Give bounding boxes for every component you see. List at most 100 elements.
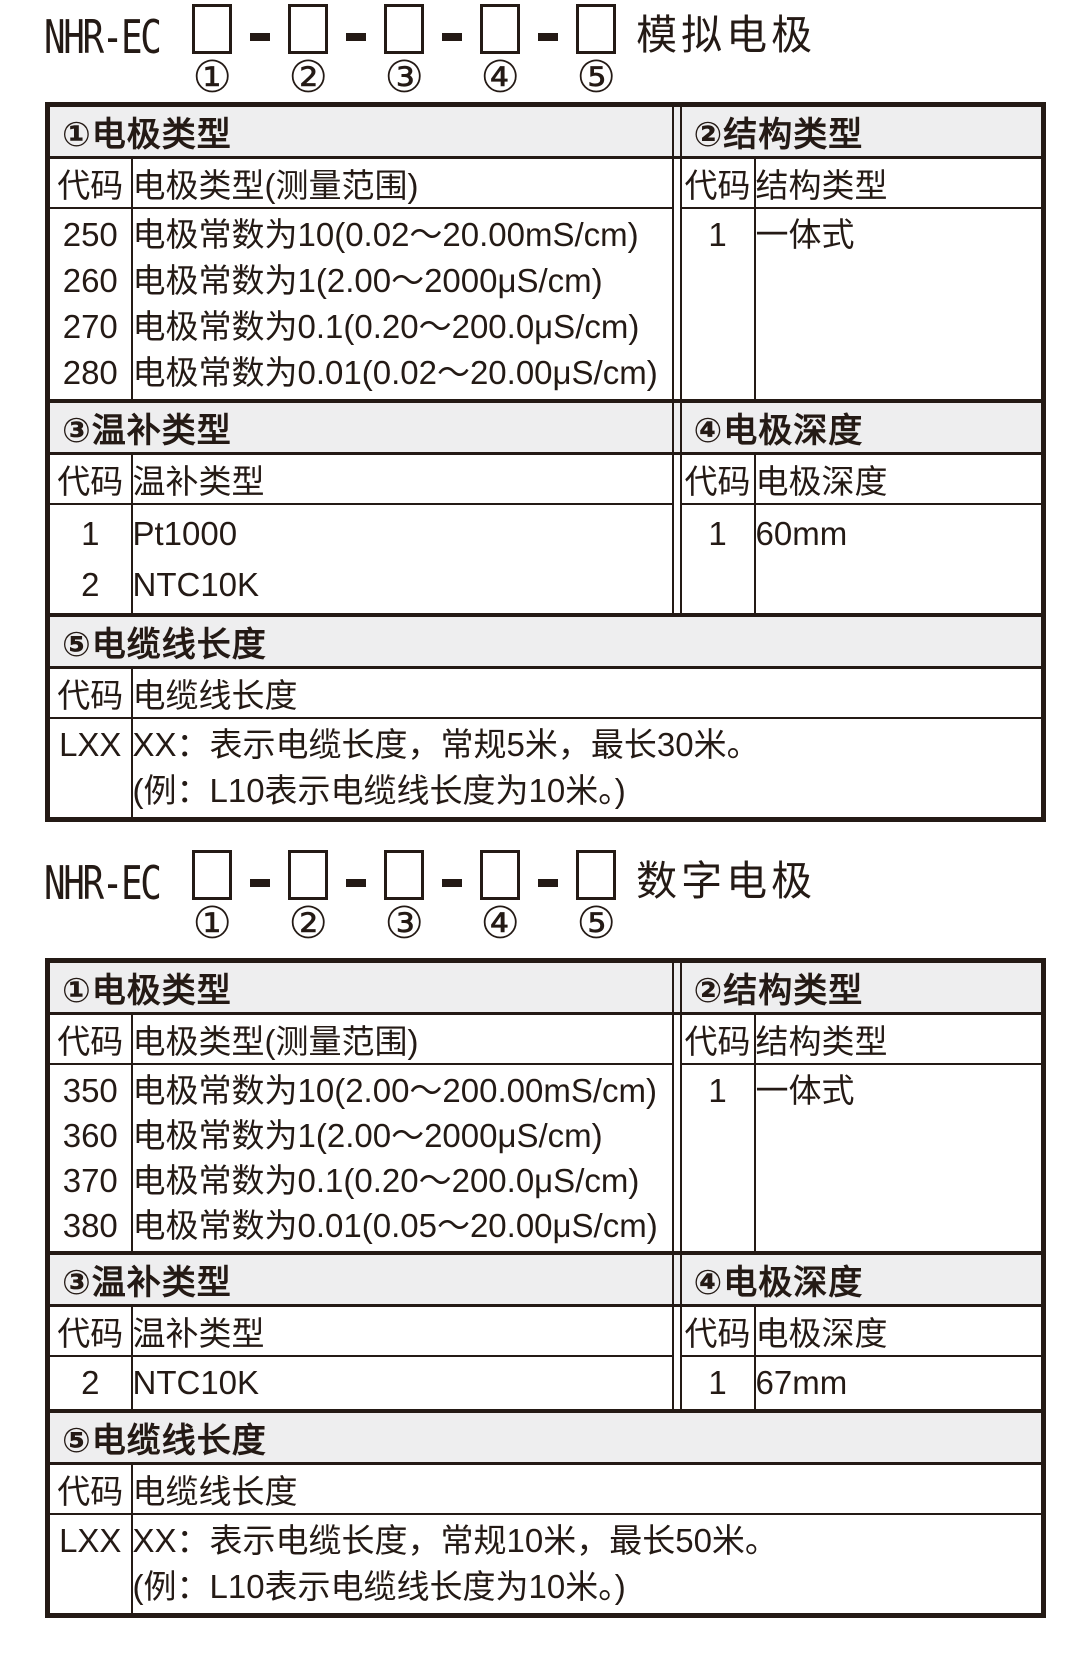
column-header-row: 代码 温补类型 代码 电极深度 bbox=[46, 452, 1045, 505]
column-header-code: 代码 bbox=[46, 1012, 133, 1065]
dash-separator bbox=[442, 879, 463, 887]
code-value: LXX bbox=[59, 1522, 122, 1559]
circle-number-3: ③ bbox=[384, 898, 424, 949]
column-header-desc: 结构类型 bbox=[753, 156, 1045, 209]
code-cell-list: 250 260 270 280 bbox=[46, 207, 133, 402]
dash-separator bbox=[346, 33, 367, 41]
desc-cell: NTC10K bbox=[130, 1355, 674, 1412]
circle-number-5: ⑤ bbox=[576, 52, 616, 103]
section-band-row: ③温补类型 ④电极深度 bbox=[46, 399, 1045, 455]
dash-separator bbox=[442, 33, 463, 41]
data-row-group: 1 2 Pt1000 NTC10K 1 60mm bbox=[46, 503, 1045, 616]
code-slot-3: ③ bbox=[384, 4, 425, 101]
code-placeholder-box-5 bbox=[576, 4, 617, 54]
analog-spec-table: ①电极类型 ②结构类型 代码 电极类型(测量范围) 代码 结构类型 250 26… bbox=[45, 102, 1047, 822]
digital-ordering-code-diagram: NHR-EC ① ② ③ ④ ⑤ bbox=[44, 850, 816, 947]
column-header-code: 代码 bbox=[679, 156, 756, 209]
section-band-row: ⑤电缆线长度 bbox=[46, 613, 1045, 669]
code-placeholder-box-1 bbox=[192, 850, 233, 900]
product-type-label: 数字电极 bbox=[636, 858, 817, 904]
desc-value: NTC10K bbox=[132, 566, 260, 603]
code-value: 2 bbox=[81, 1364, 100, 1401]
code-value: 1 bbox=[708, 216, 727, 253]
desc-value: 67mm bbox=[755, 1364, 848, 1401]
column-header-code: 代码 bbox=[46, 666, 133, 719]
column-header-row: 代码 电极类型(测量范围) 代码 结构类型 bbox=[46, 1012, 1045, 1065]
section-band-row: ⑤电缆线长度 bbox=[46, 1409, 1045, 1465]
section-gap bbox=[671, 1064, 682, 1253]
column-header-code: 代码 bbox=[679, 1012, 756, 1065]
desc-value: 一体式 bbox=[755, 216, 855, 253]
section-gap bbox=[671, 399, 682, 455]
digital-spec-table: ①电极类型 ②结构类型 代码 电极类型(测量范围) 代码 结构类型 350 36… bbox=[45, 958, 1047, 1618]
code-placeholder-box-3 bbox=[384, 4, 425, 54]
code-slot-5: ⑤ bbox=[576, 4, 617, 103]
section-gap bbox=[671, 157, 682, 208]
code-placeholder-box-4 bbox=[480, 850, 521, 900]
code-placeholders: ① ② ③ ④ ⑤ bbox=[174, 850, 617, 949]
column-header-code: 代码 bbox=[46, 1304, 133, 1357]
code-value: 380 bbox=[62, 1207, 118, 1244]
code-value: 1 bbox=[81, 515, 100, 552]
desc-value: 一体式 bbox=[755, 1072, 855, 1109]
product-type-label: 模拟电极 bbox=[636, 12, 817, 58]
code-slot-5: ⑤ bbox=[576, 850, 617, 949]
cable-note-line-1: XX：表示电缆长度，常规5米，最长30米。 bbox=[132, 726, 760, 763]
code-slot-4: ④ bbox=[480, 4, 521, 101]
code-slot-4: ④ bbox=[480, 850, 521, 947]
section-gap bbox=[671, 102, 682, 159]
desc-value: 60mm bbox=[755, 515, 848, 552]
section-gap bbox=[671, 1305, 682, 1356]
desc-value: 电极常数为0.1(0.20～200.0μS/cm) bbox=[132, 1162, 640, 1199]
section-title-electrode-type: ①电极类型 bbox=[46, 958, 674, 1015]
code-slot-3: ③ bbox=[384, 850, 425, 949]
model-code-text: NHR-EC bbox=[44, 856, 162, 910]
section-title-cable-length: ⑤电缆线长度 bbox=[46, 1409, 1045, 1465]
cable-note-line-2: (例：L10表示电缆线长度为10米。) bbox=[132, 1568, 626, 1605]
column-header-row: 代码 温补类型 代码 电极深度 bbox=[46, 1304, 1045, 1357]
circle-number-5: ⑤ bbox=[576, 898, 616, 949]
section-title-electrode-type: ①电极类型 bbox=[46, 102, 674, 159]
desc-cell: 60mm bbox=[753, 503, 1045, 616]
desc-value: 电极常数为1(2.00～2000μS/cm) bbox=[132, 1117, 603, 1154]
data-row-group: 250 260 270 280 电极常数为10(0.02～20.00mS/cm)… bbox=[46, 207, 1045, 402]
dash-separator bbox=[346, 879, 367, 887]
code-value: 1 bbox=[708, 515, 727, 552]
section-title-depth: ④电极深度 bbox=[679, 399, 1045, 455]
column-header-desc: 温补类型 bbox=[130, 452, 674, 505]
code-cell: 1 bbox=[679, 503, 756, 616]
code-cell-list: 1 2 bbox=[46, 503, 133, 616]
code-cell: 1 bbox=[679, 207, 756, 402]
desc-value: 电极常数为0.01(0.05～20.00μS/cm) bbox=[132, 1207, 658, 1244]
code-placeholder-box-4 bbox=[480, 4, 521, 54]
desc-cell-list: Pt1000 NTC10K bbox=[130, 503, 674, 616]
column-header-row: 代码 电极类型(测量范围) 代码 结构类型 bbox=[46, 156, 1045, 209]
desc-cell-list: 电极常数为10(0.02～20.00mS/cm) 电极常数为1(2.00～200… bbox=[130, 207, 674, 402]
section-gap bbox=[671, 208, 682, 401]
desc-value: Pt1000 bbox=[132, 515, 238, 552]
column-header-desc: 电极深度 bbox=[753, 452, 1045, 505]
circle-number-1: ① bbox=[192, 898, 232, 949]
data-row-group: LXX XX：表示电缆长度，常规10米，最长50米。 (例：L10表示电缆线长度… bbox=[46, 1513, 1045, 1617]
section-title-temp-comp: ③温补类型 bbox=[46, 1251, 674, 1307]
code-cell-list: 350 360 370 380 bbox=[46, 1063, 133, 1254]
section-band-row: ③温补类型 ④电极深度 bbox=[46, 1251, 1045, 1307]
desc-cell: 一体式 bbox=[753, 1063, 1045, 1254]
column-header-code: 代码 bbox=[46, 452, 133, 505]
desc-value: 电极常数为0.01(0.02～20.00μS/cm) bbox=[132, 354, 658, 391]
column-header-desc: 电缆线长度 bbox=[130, 666, 1045, 719]
code-cell: LXX bbox=[46, 717, 133, 821]
section-title-temp-comp: ③温补类型 bbox=[46, 399, 674, 455]
code-cell: 1 bbox=[679, 1063, 756, 1254]
data-row-group: 2 NTC10K 1 67mm bbox=[46, 1355, 1045, 1412]
desc-value: 电极常数为1(2.00～2000μS/cm) bbox=[132, 262, 603, 299]
section-band-row: ①电极类型 ②结构类型 bbox=[46, 958, 1045, 1015]
desc-cell: 一体式 bbox=[753, 207, 1045, 402]
section-title-depth: ④电极深度 bbox=[679, 1251, 1045, 1307]
code-value: 2 bbox=[81, 566, 100, 603]
section-title-cable-length: ⑤电缆线长度 bbox=[46, 613, 1045, 669]
code-value: 370 bbox=[62, 1162, 118, 1199]
column-header-row: 代码 电缆线长度 bbox=[46, 666, 1045, 719]
column-header-code: 代码 bbox=[46, 156, 133, 209]
code-slot-1: ① bbox=[192, 850, 233, 949]
